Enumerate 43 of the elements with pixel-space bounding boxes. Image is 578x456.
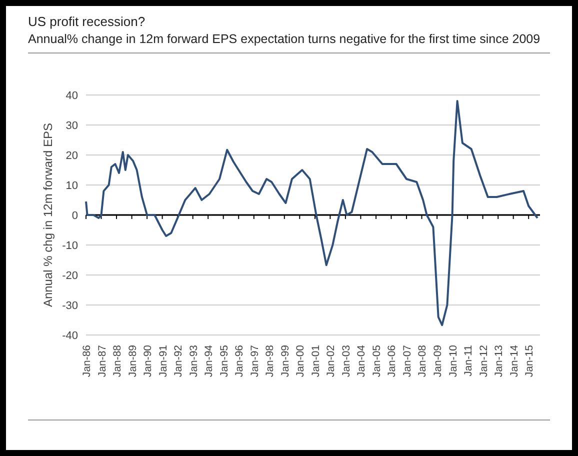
y-tick-label: 0 <box>72 210 78 222</box>
x-tick-label: Jan-14 <box>508 344 520 378</box>
x-tick-label: Jan-90 <box>142 344 154 378</box>
chart-subtitle: Annual% change in 12m forward EPS expectation turns negative for the first time since 2009 <box>28 32 540 46</box>
y-tick-label: 20 <box>66 150 78 162</box>
x-tick-label: Jan-89 <box>126 344 139 378</box>
x-tick-label: Jan-08 <box>416 344 429 378</box>
x-tick-label: Jan-95 <box>218 344 230 378</box>
x-tick-label: Jan-88 <box>112 344 124 378</box>
x-tick-label: Jan-12 <box>478 344 490 378</box>
x-tick-label: Jan-01 <box>310 344 322 378</box>
x-tick-label: Jan-87 <box>96 344 108 378</box>
x-tick-label: Jan-13 <box>493 344 506 378</box>
line-series <box>85 100 538 326</box>
x-tick-label: Jan-92 <box>172 344 185 378</box>
y-tick-label: -40 <box>62 330 78 342</box>
x-tick-label: Jan-93 <box>188 344 200 378</box>
y-tick-label: 10 <box>66 180 78 192</box>
y-tick-label: -10 <box>62 240 78 252</box>
x-tick-label: Jan-97 <box>248 344 261 378</box>
x-tick-label: Jan-09 <box>432 344 444 378</box>
chart-title: US profit recession? <box>28 14 146 29</box>
y-tick-label: 30 <box>66 120 78 132</box>
y-tick-label: -30 <box>62 300 78 312</box>
x-tick-label: Jan-05 <box>370 344 383 378</box>
x-tick-label: Jan-07 <box>401 344 414 378</box>
x-tick-label: Jan-91 <box>157 344 170 378</box>
x-tick-label: Jan-98 <box>264 344 276 378</box>
x-tick-label: Jan-94 <box>203 344 216 378</box>
x-tick-label: Jan-10 <box>447 344 460 378</box>
y-tick-label: 40 <box>66 90 78 102</box>
x-tick-label: Jan-96 <box>234 344 246 378</box>
x-tick-label: Jan-02 <box>325 344 338 378</box>
x-tick-label: Jan-03 <box>340 344 352 378</box>
x-tick-label: Jan-06 <box>386 344 398 378</box>
x-tick-label: Jan-04 <box>356 344 368 378</box>
x-tick-label: Jan-11 <box>462 344 475 376</box>
y-axis-title: Annual % chg in 12m forward EPS <box>41 122 55 308</box>
x-tick-label: Jan-15 <box>524 344 536 378</box>
y-tick-label: -20 <box>62 270 78 282</box>
x-tick-label: Jan-99 <box>279 344 292 378</box>
x-tick-label: Jan-86 <box>81 344 93 378</box>
x-tick-label: Jan-00 <box>294 344 307 378</box>
